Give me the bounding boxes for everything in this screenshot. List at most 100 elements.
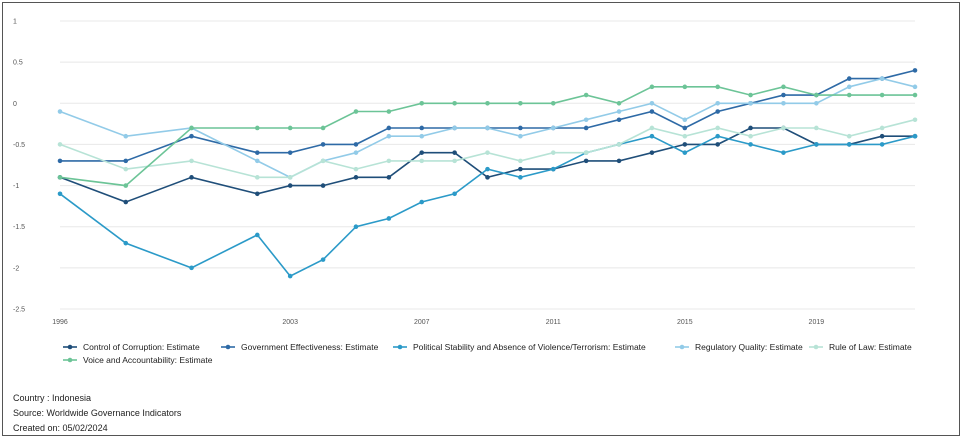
data-point: [57, 142, 63, 147]
data-point: [320, 158, 326, 164]
data-point: [353, 142, 359, 147]
data-point: [419, 158, 425, 164]
data-point: [287, 175, 293, 180]
series-line: [59, 77, 916, 179]
data-point: [353, 224, 359, 230]
data-point: [748, 92, 753, 98]
y-tick-label: 0: [13, 101, 17, 108]
data-point: [748, 142, 753, 147]
data-point: [715, 125, 720, 131]
data-point: [583, 92, 589, 98]
data-point: [353, 175, 359, 180]
data-point: [781, 125, 786, 131]
data-point: [616, 100, 622, 106]
data-point: [649, 100, 655, 106]
data-point: [912, 68, 918, 73]
data-point: [287, 150, 293, 155]
data-point: [846, 76, 852, 81]
data-point: [879, 133, 885, 139]
data-point: [814, 142, 819, 147]
data-point: [320, 142, 326, 147]
data-point: [846, 133, 852, 139]
data-point: [189, 125, 194, 131]
data-point: [452, 150, 457, 155]
data-point: [452, 100, 457, 106]
data-point: [715, 100, 720, 106]
data-point: [715, 109, 720, 114]
legend-label: Regulatory Quality: Estimate: [695, 342, 803, 352]
data-point: [189, 158, 194, 164]
legend-label: Political Stability and Absence of Viole…: [413, 342, 646, 352]
legend-swatch-dot: [679, 344, 685, 350]
data-point: [715, 84, 720, 90]
data-point: [123, 166, 129, 172]
data-point: [123, 133, 129, 139]
data-point: [846, 142, 852, 147]
legend-swatch-dot: [67, 344, 73, 350]
data-point: [518, 158, 523, 164]
data-point: [452, 125, 457, 131]
legend-swatch-dot: [225, 344, 231, 350]
data-point: [550, 150, 556, 155]
data-point: [616, 158, 622, 164]
data-point: [879, 92, 885, 98]
data-point: [550, 125, 556, 131]
data-point: [57, 191, 63, 197]
data-point: [419, 125, 425, 131]
legend-swatch-dot: [397, 344, 403, 350]
data-point: [814, 125, 819, 131]
data-point: [879, 142, 885, 147]
y-tick-label: 0.5: [13, 60, 23, 67]
data-point: [583, 158, 589, 164]
data-point: [353, 166, 359, 172]
data-point: [485, 100, 490, 106]
legend-label: Rule of Law: Estimate: [829, 342, 912, 352]
data-point: [485, 166, 490, 172]
data-point: [781, 84, 786, 90]
chart-footer: Country : Indonesia Source: Worldwide Go…: [13, 391, 181, 436]
data-point: [583, 117, 589, 123]
data-point: [255, 232, 260, 238]
data-point: [518, 175, 523, 180]
data-point: [616, 142, 622, 147]
data-point: [485, 125, 490, 131]
data-point: [386, 175, 392, 180]
series-line: [59, 127, 915, 203]
data-point: [912, 133, 918, 139]
legend-label: Government Effectiveness: Estimate: [241, 342, 379, 352]
data-point: [814, 92, 819, 98]
data-point: [255, 125, 260, 131]
data-point: [715, 142, 720, 147]
data-point: [649, 150, 655, 155]
data-point: [320, 257, 326, 262]
data-point: [682, 133, 688, 139]
data-point: [386, 109, 392, 114]
y-tick-label: -1: [13, 183, 19, 190]
data-point: [386, 216, 392, 221]
data-point: [846, 92, 852, 98]
data-point: [386, 158, 392, 164]
data-point: [550, 100, 556, 106]
y-tick-label: -2.5: [13, 307, 25, 314]
x-tick-label: 1996: [52, 319, 68, 326]
data-point: [287, 273, 293, 279]
country-label: Country : Indonesia: [13, 393, 92, 403]
data-point: [616, 109, 622, 114]
legend-swatch-dot: [813, 344, 819, 350]
data-point: [419, 133, 425, 139]
data-point: [255, 175, 260, 180]
data-point: [353, 109, 359, 114]
data-point: [386, 125, 392, 131]
y-tick-label: -0.5: [13, 142, 25, 149]
data-point: [649, 125, 655, 131]
data-point: [189, 265, 194, 271]
data-point: [879, 76, 885, 81]
legend-label: Control of Corruption: Estimate: [83, 342, 200, 352]
data-point: [419, 100, 425, 106]
data-point: [715, 133, 720, 139]
data-point: [518, 125, 523, 131]
x-tick-label: 2015: [677, 319, 693, 326]
data-point: [583, 150, 589, 155]
data-point: [189, 175, 194, 180]
